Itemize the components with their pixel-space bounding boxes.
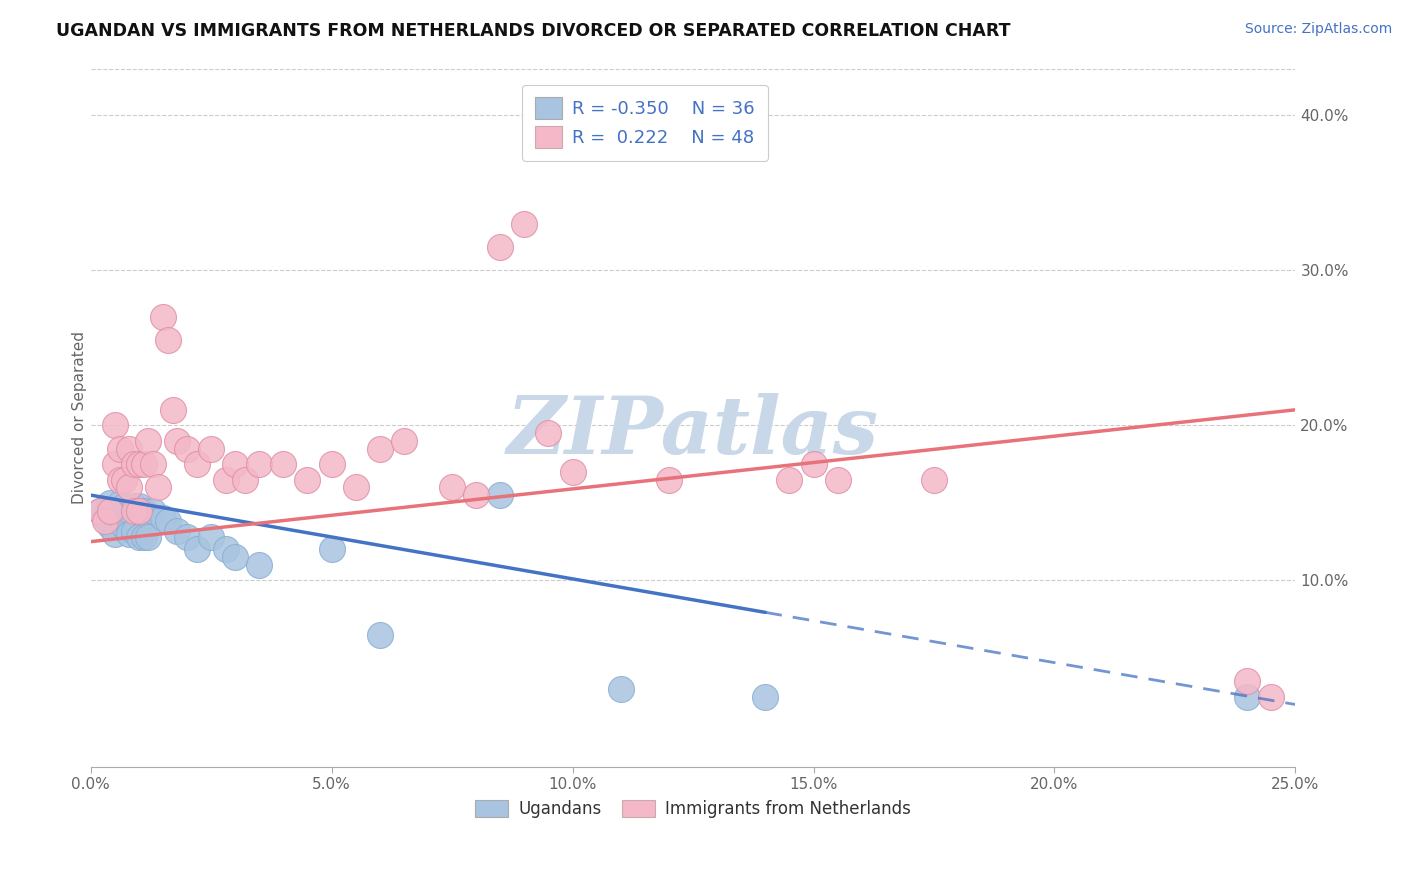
- Point: [658, 473, 681, 487]
- Point: [104, 457, 127, 471]
- Point: [609, 681, 631, 696]
- Legend: Ugandans, Immigrants from Netherlands: Ugandans, Immigrants from Netherlands: [468, 793, 918, 824]
- Point: [827, 473, 849, 487]
- Text: ZIPatlas: ZIPatlas: [508, 392, 879, 470]
- Point: [513, 217, 536, 231]
- Point: [176, 530, 198, 544]
- Point: [138, 508, 160, 523]
- Point: [108, 442, 131, 456]
- Point: [138, 434, 160, 448]
- Point: [112, 473, 135, 487]
- Point: [224, 550, 246, 565]
- Point: [214, 542, 236, 557]
- Point: [166, 434, 188, 448]
- Point: [297, 473, 319, 487]
- Point: [128, 503, 150, 517]
- Point: [176, 442, 198, 456]
- Point: [132, 530, 155, 544]
- Point: [128, 499, 150, 513]
- Point: [122, 457, 145, 471]
- Point: [247, 558, 270, 572]
- Point: [128, 457, 150, 471]
- Point: [108, 496, 131, 510]
- Point: [214, 473, 236, 487]
- Point: [142, 503, 165, 517]
- Point: [118, 527, 141, 541]
- Point: [1236, 674, 1258, 689]
- Text: Source: ZipAtlas.com: Source: ZipAtlas.com: [1244, 22, 1392, 37]
- Point: [146, 480, 169, 494]
- Point: [156, 515, 179, 529]
- Point: [803, 457, 825, 471]
- Point: [152, 310, 174, 324]
- Point: [122, 503, 145, 517]
- Point: [368, 628, 391, 642]
- Point: [465, 488, 488, 502]
- Point: [273, 457, 295, 471]
- Point: [224, 457, 246, 471]
- Point: [108, 473, 131, 487]
- Y-axis label: Divorced or Separated: Divorced or Separated: [72, 331, 87, 504]
- Point: [561, 465, 583, 479]
- Point: [104, 418, 127, 433]
- Point: [118, 442, 141, 456]
- Point: [321, 542, 343, 557]
- Point: [1236, 690, 1258, 704]
- Point: [89, 503, 111, 517]
- Point: [118, 480, 141, 494]
- Point: [122, 524, 145, 538]
- Point: [94, 511, 117, 525]
- Point: [392, 434, 415, 448]
- Point: [132, 457, 155, 471]
- Point: [98, 519, 121, 533]
- Point: [98, 496, 121, 510]
- Text: UGANDAN VS IMMIGRANTS FROM NETHERLANDS DIVORCED OR SEPARATED CORRELATION CHART: UGANDAN VS IMMIGRANTS FROM NETHERLANDS D…: [56, 22, 1011, 40]
- Point: [233, 473, 256, 487]
- Point: [754, 690, 776, 704]
- Point: [104, 527, 127, 541]
- Point: [166, 524, 188, 538]
- Point: [98, 503, 121, 517]
- Point: [152, 511, 174, 525]
- Point: [922, 473, 945, 487]
- Point: [200, 530, 222, 544]
- Point: [138, 530, 160, 544]
- Point: [537, 425, 560, 440]
- Point: [122, 499, 145, 513]
- Point: [489, 488, 512, 502]
- Point: [441, 480, 464, 494]
- Point: [112, 519, 135, 533]
- Point: [162, 402, 184, 417]
- Point: [89, 503, 111, 517]
- Point: [142, 457, 165, 471]
- Point: [489, 240, 512, 254]
- Point: [186, 542, 208, 557]
- Point: [344, 480, 367, 494]
- Point: [368, 442, 391, 456]
- Point: [128, 530, 150, 544]
- Point: [94, 515, 117, 529]
- Point: [104, 503, 127, 517]
- Point: [1260, 690, 1282, 704]
- Point: [321, 457, 343, 471]
- Point: [108, 511, 131, 525]
- Point: [118, 503, 141, 517]
- Point: [156, 333, 179, 347]
- Point: [247, 457, 270, 471]
- Point: [778, 473, 800, 487]
- Point: [132, 503, 155, 517]
- Point: [186, 457, 208, 471]
- Point: [200, 442, 222, 456]
- Point: [112, 499, 135, 513]
